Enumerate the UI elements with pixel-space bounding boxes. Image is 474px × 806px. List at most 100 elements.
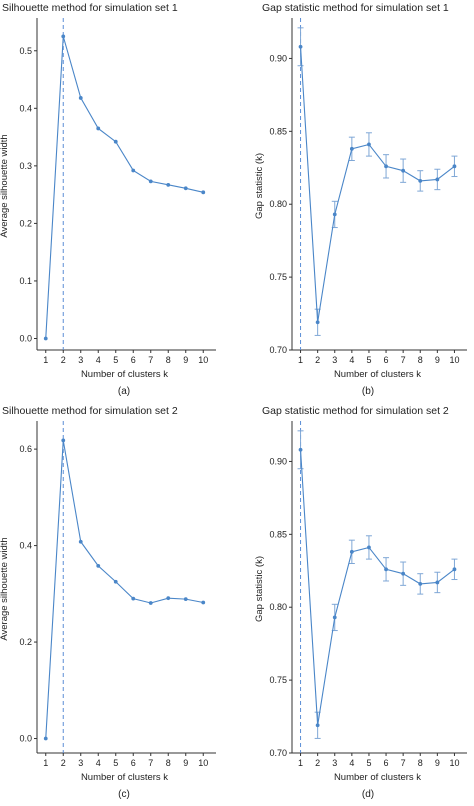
data-point bbox=[183, 597, 188, 602]
data-point bbox=[401, 571, 406, 576]
x-axis-label: Number of clusters k bbox=[334, 369, 421, 380]
y-axis-label: Gap statistic (k) bbox=[254, 153, 265, 219]
data-point bbox=[78, 539, 83, 544]
x-axis-label: Number of clusters k bbox=[334, 772, 421, 783]
data-point bbox=[349, 549, 354, 554]
caption-b: (b) bbox=[361, 386, 375, 397]
data-point bbox=[61, 438, 66, 443]
y-axis-label: Average silhouette width bbox=[0, 134, 10, 237]
data-point bbox=[166, 182, 171, 187]
data-point bbox=[452, 567, 457, 572]
x-tick-label: 1 bbox=[298, 758, 303, 768]
x-tick-label: 5 bbox=[113, 355, 118, 365]
chart-title: Gap statistic method for simulation set … bbox=[262, 405, 449, 417]
data-point bbox=[148, 179, 153, 184]
x-tick-label: 3 bbox=[332, 355, 337, 365]
data-point bbox=[113, 579, 118, 584]
chart-title: Silhouette method for simulation set 1 bbox=[2, 2, 178, 14]
data-point bbox=[131, 596, 136, 601]
y-axis-label: Average silhouette width bbox=[0, 537, 10, 640]
data-point bbox=[201, 600, 206, 605]
x-tick-label: 10 bbox=[449, 758, 459, 768]
chart-panel-d: Gap statistic method for simulation set … bbox=[237, 403, 474, 803]
x-tick-label: 10 bbox=[198, 758, 208, 768]
data-point bbox=[96, 563, 101, 568]
series-line bbox=[300, 46, 455, 323]
y-tick-label: 0.70 bbox=[269, 748, 287, 758]
x-tick-label: 9 bbox=[183, 355, 188, 365]
y-axis-label: Gap statistic (k) bbox=[254, 556, 265, 622]
chart-silhouette-set-1: Silhouette method for simulation set 1 0.… bbox=[0, 2, 216, 380]
data-point bbox=[367, 545, 371, 550]
x-tick-label: 9 bbox=[435, 355, 440, 365]
data-point bbox=[384, 164, 388, 169]
chart-panel-a: Silhouette method for simulation set 1 0.… bbox=[0, 0, 237, 400]
data-point bbox=[183, 186, 188, 191]
y-tick-label: 0.6 bbox=[19, 444, 32, 454]
x-tick-label: 3 bbox=[78, 355, 83, 365]
chart-gap-set-2: Gap statistic method for simulation set … bbox=[254, 405, 467, 783]
y-tick-label: 0.90 bbox=[269, 53, 287, 63]
chart-panel-c: Silhouette method for simulation set 2 0.… bbox=[0, 403, 237, 803]
x-tick-label: 2 bbox=[61, 355, 66, 365]
x-tick-label: 2 bbox=[315, 355, 320, 365]
y-tick-label: 0.0 bbox=[19, 734, 32, 744]
y-tick-label: 0.80 bbox=[269, 199, 287, 209]
data-point bbox=[435, 580, 440, 585]
data-point bbox=[298, 44, 303, 49]
y-tick-label: 0.1 bbox=[19, 276, 32, 286]
y-tick-label: 0.75 bbox=[269, 675, 287, 685]
data-point bbox=[201, 190, 206, 195]
x-tick-label: 4 bbox=[96, 758, 101, 768]
x-tick-label: 4 bbox=[96, 355, 101, 365]
x-tick-label: 3 bbox=[78, 758, 83, 768]
x-tick-label: 7 bbox=[401, 355, 406, 365]
x-tick-label: 8 bbox=[418, 758, 423, 768]
x-tick-label: 9 bbox=[435, 758, 440, 768]
x-tick-label: 7 bbox=[148, 758, 153, 768]
chart-title: Silhouette method for simulation set 2 bbox=[2, 405, 178, 417]
data-point bbox=[131, 168, 136, 173]
series-line bbox=[300, 449, 455, 726]
data-point bbox=[418, 581, 423, 586]
x-tick-label: 1 bbox=[298, 355, 303, 365]
caption-d: (d) bbox=[361, 789, 375, 800]
chart-gap-set-1: Gap statistic method for simulation set … bbox=[254, 2, 467, 380]
y-tick-label: 0.4 bbox=[19, 541, 32, 551]
x-tick-label: 1 bbox=[43, 355, 48, 365]
x-tick-label: 1 bbox=[43, 758, 48, 768]
x-tick-label: 8 bbox=[166, 758, 171, 768]
data-point bbox=[315, 723, 320, 728]
y-tick-label: 0.3 bbox=[19, 161, 32, 171]
chart-title: Gap statistic method for simulation set … bbox=[262, 2, 449, 14]
x-tick-label: 7 bbox=[401, 758, 406, 768]
data-point bbox=[418, 178, 423, 183]
x-tick-label: 10 bbox=[449, 355, 459, 365]
chart-panel-b: Gap statistic method for simulation set … bbox=[237, 0, 474, 400]
x-tick-label: 7 bbox=[148, 355, 153, 365]
y-tick-label: 0.75 bbox=[269, 272, 287, 282]
y-tick-label: 0.4 bbox=[19, 103, 32, 113]
data-point bbox=[315, 320, 320, 325]
data-point bbox=[148, 601, 153, 605]
x-tick-label: 10 bbox=[198, 355, 208, 365]
data-point bbox=[298, 447, 303, 452]
data-point bbox=[61, 34, 66, 39]
x-tick-label: 5 bbox=[366, 758, 371, 768]
data-point bbox=[367, 142, 371, 147]
data-point bbox=[43, 336, 48, 341]
data-point bbox=[332, 615, 337, 620]
x-tick-label: 6 bbox=[384, 355, 389, 365]
data-point bbox=[78, 96, 83, 100]
x-tick-label: 8 bbox=[418, 355, 423, 365]
data-point bbox=[349, 146, 354, 151]
x-tick-label: 2 bbox=[61, 758, 66, 768]
y-tick-label: 0.0 bbox=[19, 333, 32, 343]
data-point bbox=[96, 126, 101, 131]
data-point bbox=[332, 212, 337, 217]
y-tick-label: 0.80 bbox=[269, 602, 287, 612]
x-tick-label: 9 bbox=[183, 758, 188, 768]
series-line bbox=[45, 440, 204, 739]
y-tick-label: 0.85 bbox=[269, 529, 287, 539]
data-point bbox=[113, 139, 118, 144]
